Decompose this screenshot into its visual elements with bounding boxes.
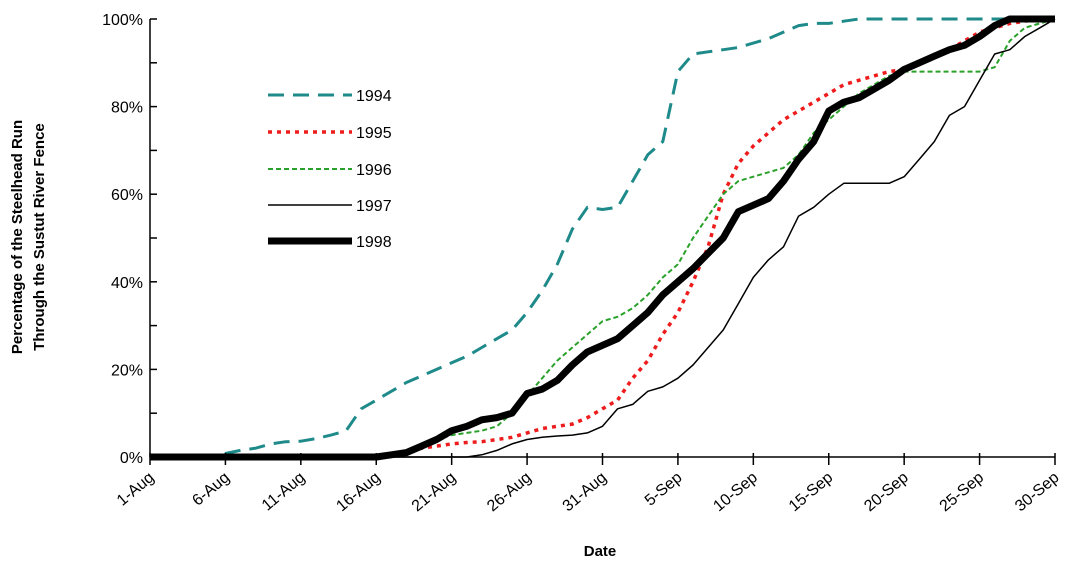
series-line-1998 bbox=[150, 15, 1055, 461]
x-tick-label: 25-Sep bbox=[937, 469, 988, 515]
series-line-1994 bbox=[150, 17, 1055, 459]
x-tick-label: 1-Aug bbox=[114, 469, 158, 509]
series-line-1996 bbox=[150, 18, 1056, 458]
y-tick-label: 80% bbox=[111, 100, 143, 117]
x-tick-label: 6-Aug bbox=[189, 469, 233, 509]
x-tick-label: 30-Sep bbox=[1012, 469, 1063, 515]
legend-label-1995: 1995 bbox=[356, 125, 392, 142]
legend-label-1994: 1994 bbox=[356, 88, 392, 105]
x-tick-label: 20-Sep bbox=[861, 469, 912, 515]
series-layer bbox=[150, 15, 1056, 461]
x-tick-label: 26-Aug bbox=[484, 469, 534, 515]
x-tick-label: 5-Sep bbox=[642, 469, 686, 510]
x-axis-title: Date bbox=[584, 543, 617, 560]
x-tick-label: 16-Aug bbox=[333, 469, 383, 515]
y-axis-title-line-1: Percentage of the Steelhead Run bbox=[9, 120, 26, 354]
legend-label-1996: 1996 bbox=[356, 162, 392, 179]
legend: 1994 1995 1996 1997 1998 bbox=[268, 88, 392, 251]
legend-label-1997: 1997 bbox=[356, 198, 392, 215]
axes: 0% 20% 40% 60% 80% 100% 1-Aug 6-Aug 11-Aug 16-Aug… bbox=[102, 12, 1063, 515]
x-tick-label: 21-Aug bbox=[409, 469, 459, 515]
x-tick-label: 15-Sep bbox=[786, 469, 837, 515]
x-tick-label: 10-Sep bbox=[710, 469, 761, 515]
y-tick-label: 40% bbox=[111, 275, 143, 292]
y-tick-label: 100% bbox=[102, 12, 143, 29]
x-tick-label: 31-Aug bbox=[560, 469, 610, 515]
y-tick-label: 60% bbox=[111, 187, 143, 204]
legend-label-1998: 1998 bbox=[356, 234, 392, 251]
x-tick-label: 11-Aug bbox=[259, 469, 309, 514]
y-tick-label: 20% bbox=[111, 362, 143, 379]
series-line-1997 bbox=[150, 18, 1056, 458]
y-tick-label: 0% bbox=[120, 450, 143, 467]
y-axis-title-line-2: Through the Sustut River Fence bbox=[31, 123, 48, 351]
y-axis-title: Percentage of the Steelhead Run Through … bbox=[9, 120, 48, 354]
